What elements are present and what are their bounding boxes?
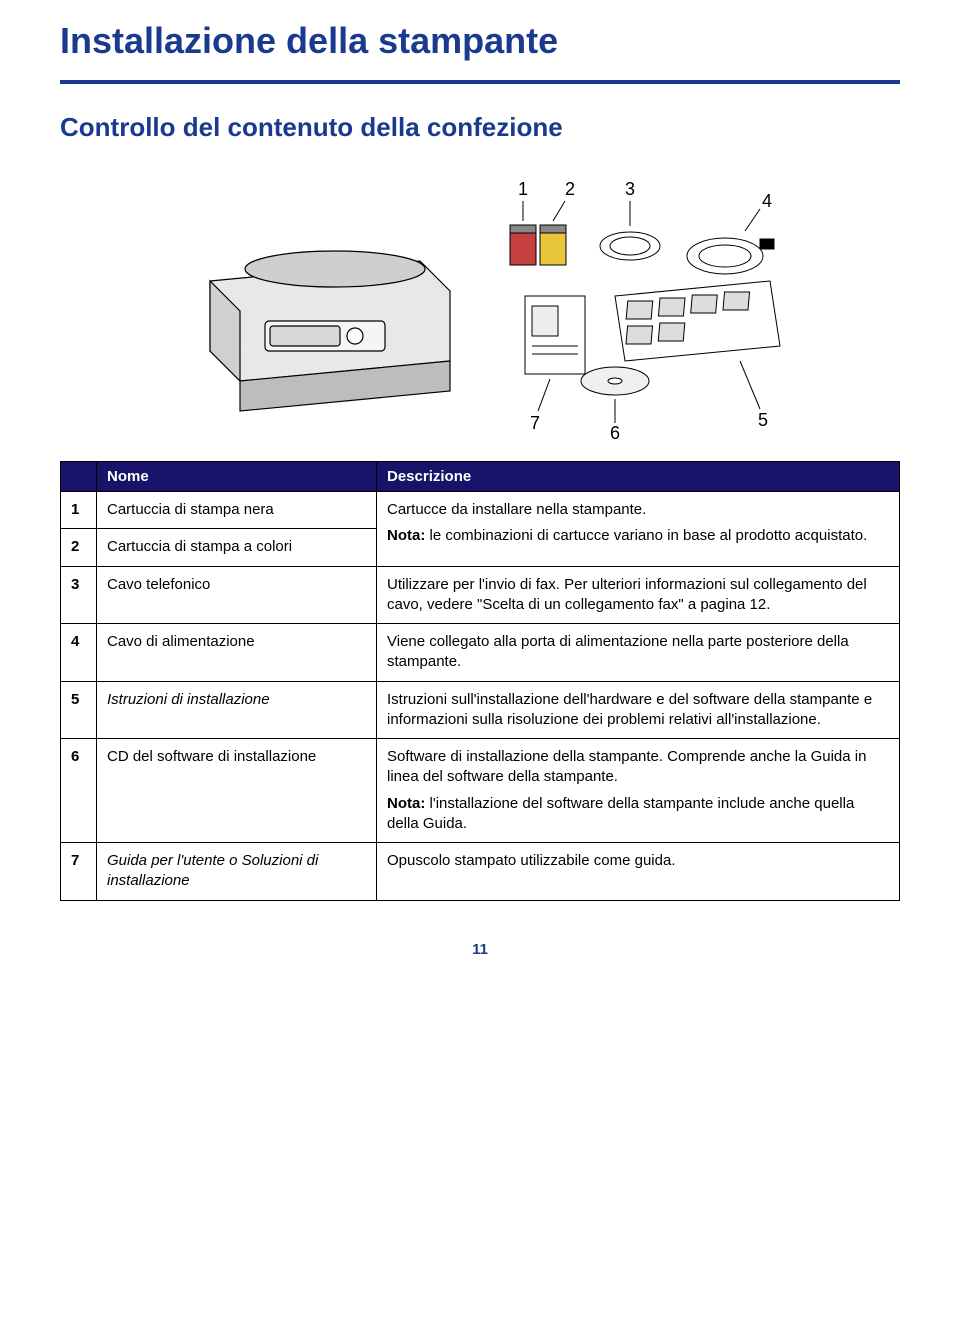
parts-table: Nome Descrizione 1Cartuccia di stampa ne…: [60, 461, 900, 901]
diagram-callout-5: 5: [758, 410, 768, 430]
contents-diagram: 1 2 3 4 5 6 7: [170, 161, 790, 441]
diagram-callout-4: 4: [762, 191, 772, 211]
diagram-callout-7: 7: [530, 413, 540, 433]
diagram-callout-2: 2: [565, 179, 575, 199]
table-header-name: Nome: [97, 462, 377, 492]
table-header-description: Descrizione: [377, 462, 900, 492]
row-description: Opuscolo stampato utilizzabile come guid…: [377, 843, 900, 901]
diagram-callout-3: 3: [625, 179, 635, 199]
row-number: 3: [61, 566, 97, 624]
row-name: Istruzioni di installazione: [97, 681, 377, 739]
table-row: 7Guida per l'utente o Soluzioni di insta…: [61, 843, 900, 901]
row-description: Software di installazione della stampant…: [377, 739, 900, 843]
row-number: 2: [61, 529, 97, 566]
table-header-blank: [61, 462, 97, 492]
row-description: Istruzioni sull'installazione dell'hardw…: [377, 681, 900, 739]
row-description: Viene collegato alla porta di alimentazi…: [377, 624, 900, 682]
row-name: Cavo telefonico: [97, 566, 377, 624]
row-name: Cartuccia di stampa a colori: [97, 529, 377, 566]
title-rule: [60, 80, 900, 84]
diagram-callout-6: 6: [610, 423, 620, 441]
row-description: Utilizzare per l'invio di fax. Per ulter…: [377, 566, 900, 624]
row-name: CD del software di installazione: [97, 739, 377, 843]
row-name: Guida per l'utente o Soluzioni di instal…: [97, 843, 377, 901]
row-name: Cartuccia di stampa nera: [97, 492, 377, 529]
row-number: 1: [61, 492, 97, 529]
page-title: Installazione della stampante: [60, 20, 900, 62]
table-row: 3Cavo telefonicoUtilizzare per l'invio d…: [61, 566, 900, 624]
page-number: 11: [60, 941, 900, 958]
table-row: 4Cavo di alimentazioneViene collegato al…: [61, 624, 900, 682]
row-number: 4: [61, 624, 97, 682]
row-description: Cartucce da installare nella stampante.N…: [377, 492, 900, 567]
table-row: 6CD del software di installazioneSoftwar…: [61, 739, 900, 843]
table-row: 5Istruzioni di installazioneIstruzioni s…: [61, 681, 900, 739]
row-number: 5: [61, 681, 97, 739]
row-name: Cavo di alimentazione: [97, 624, 377, 682]
table-row: 1Cartuccia di stampa neraCartucce da ins…: [61, 492, 900, 529]
row-number: 7: [61, 843, 97, 901]
row-number: 6: [61, 739, 97, 843]
section-title: Controllo del contenuto della confezione: [60, 112, 900, 143]
diagram-callout-1: 1: [518, 179, 528, 199]
